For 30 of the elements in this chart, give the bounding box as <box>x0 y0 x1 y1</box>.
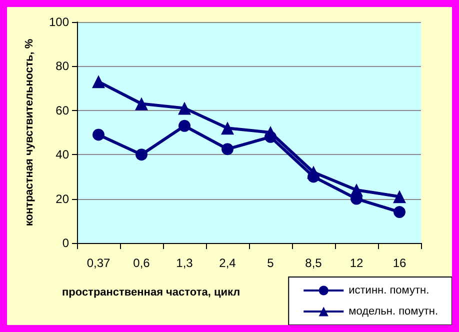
x-tick-label: 16 <box>392 256 406 270</box>
x-tick-label: 5 <box>267 256 274 270</box>
point <box>393 190 406 204</box>
legend-label: модельн. помутн. <box>348 306 438 318</box>
y-tick-label: 0 <box>62 236 70 250</box>
x-tick-label: 12 <box>350 256 364 270</box>
x-tick-label: 0,37 <box>86 256 110 270</box>
point <box>136 148 148 161</box>
point <box>178 120 190 132</box>
point <box>308 170 320 183</box>
y-axis-title: контрастная чувствительность, % <box>24 38 36 226</box>
point <box>264 130 276 143</box>
point <box>394 206 406 218</box>
point <box>222 143 234 156</box>
y-tick-label: 80 <box>56 59 70 74</box>
x-tick-label: 0,6 <box>133 256 150 270</box>
point <box>178 102 191 115</box>
point <box>92 75 105 88</box>
point <box>221 122 234 135</box>
x-tick-label: 8,5 <box>305 256 322 270</box>
y-tick-label: 100 <box>48 15 70 29</box>
y-tick-label: 20 <box>56 192 70 206</box>
legend-label: истинн. помутн. <box>348 284 430 296</box>
x-axis-title: пространственная частота, цикл <box>62 286 240 298</box>
x-tick-label: 2,4 <box>219 256 236 270</box>
point <box>135 97 148 110</box>
y-tick-label: 60 <box>56 103 70 118</box>
y-tick-label: 40 <box>56 148 70 162</box>
x-tick-label: 1,3 <box>176 256 194 270</box>
point <box>92 128 104 141</box>
